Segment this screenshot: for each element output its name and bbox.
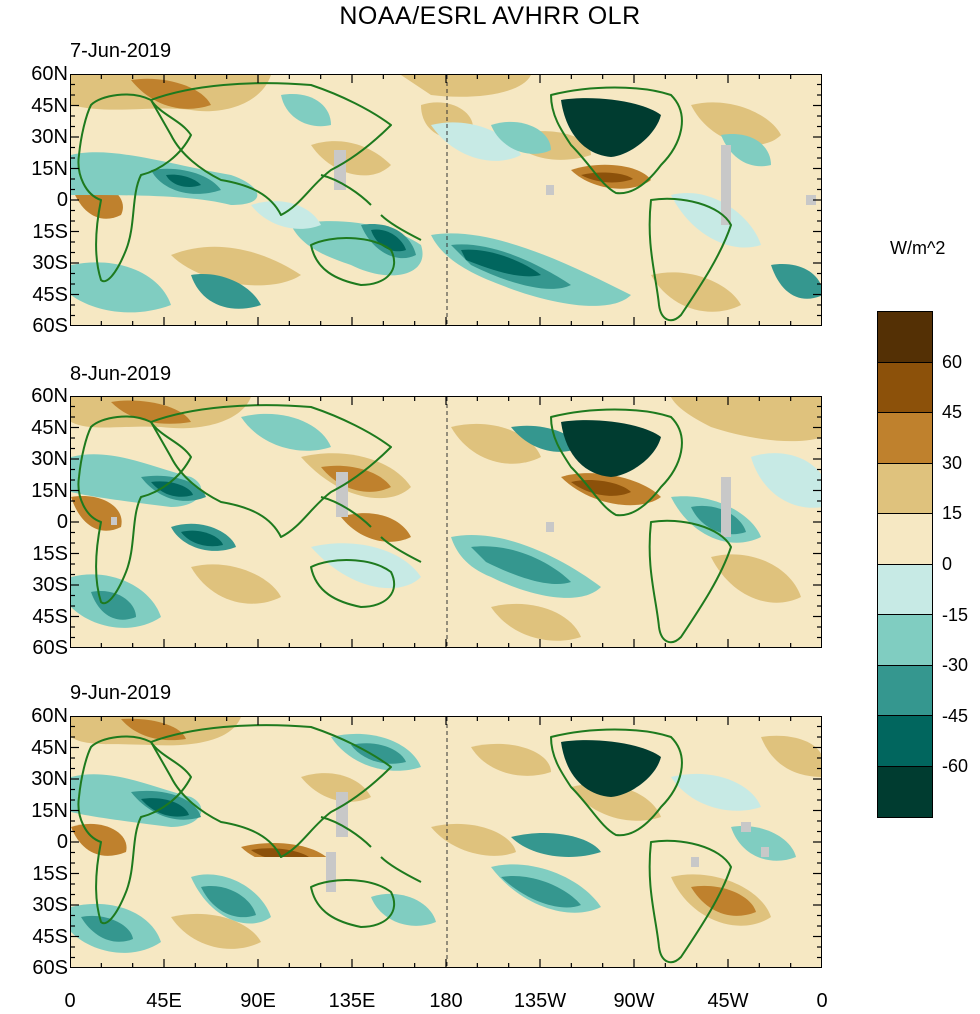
panel-date-1: 7-Jun-2019 xyxy=(70,40,172,62)
lon-label: 45E xyxy=(146,990,182,1012)
lon-axis: 0 45E 90E 135E 180 135W 90W 45W 0 xyxy=(64,990,827,1014)
colorbar-box xyxy=(878,312,932,363)
colorbar-units: W/m^2 xyxy=(890,238,946,258)
lon-label: 135E xyxy=(328,990,376,1012)
lon-label: 0 xyxy=(816,990,828,1012)
lat-label: 45S xyxy=(32,605,68,628)
lat-label: 0 xyxy=(56,831,68,853)
lat-label: 30S xyxy=(32,894,68,916)
lat-label: 45N xyxy=(31,94,68,117)
lat-label: 30N xyxy=(31,126,68,148)
lat-label: 30N xyxy=(31,448,68,470)
olr-anomaly-field-3 xyxy=(71,717,821,967)
colorbar-label: 60 xyxy=(942,351,963,372)
colorbar-label: 30 xyxy=(942,452,963,473)
lat-label: 15S xyxy=(32,220,68,243)
colorbar-label: -30 xyxy=(942,655,969,676)
colorbar-box xyxy=(878,514,932,565)
lat-label: 30N xyxy=(31,768,68,790)
lon-label: 90E xyxy=(240,990,276,1012)
lat-label: 15N xyxy=(31,799,68,822)
lat-label: 60S xyxy=(32,315,68,337)
lon-label: 90W xyxy=(613,990,655,1012)
lon-label: 45W xyxy=(707,990,749,1012)
lat-label: 0 xyxy=(56,189,68,211)
colorbar-box xyxy=(878,463,932,514)
olr-anomaly-field-1 xyxy=(71,75,821,325)
lat-label: 60N xyxy=(31,63,68,85)
olr-map-panel-1 xyxy=(70,74,822,326)
panel-date-3: 9-Jun-2019 xyxy=(70,682,172,704)
colorbar-box xyxy=(878,665,932,716)
lat-label: 15N xyxy=(31,157,68,180)
lon-label: 135W xyxy=(513,990,567,1012)
panel-date-2: 8-Jun-2019 xyxy=(70,363,172,385)
colorbar-label: -60 xyxy=(942,756,969,777)
colorbar-box xyxy=(878,766,932,817)
colorbar-box xyxy=(878,413,932,464)
lat-label: 30S xyxy=(32,252,68,274)
lat-label: 60S xyxy=(32,957,68,979)
lat-label: 30S xyxy=(32,574,68,596)
lat-label: 45N xyxy=(31,416,68,439)
colorbar-label: -45 xyxy=(942,705,969,726)
colorbar-label: 0 xyxy=(942,554,953,574)
lat-label: 15N xyxy=(31,479,68,502)
lat-label: 45N xyxy=(31,736,68,759)
colorbar xyxy=(877,311,933,818)
colorbar-box xyxy=(878,564,932,615)
colorbar-box xyxy=(878,716,932,767)
figure-title: NOAA/ESRL AVHRR OLR xyxy=(339,2,641,30)
lat-label: 60N xyxy=(31,385,68,407)
olr-map-panel-2 xyxy=(70,396,822,648)
colorbar-label: 15 xyxy=(942,503,963,524)
colorbar-box xyxy=(878,362,932,413)
olr-anomaly-field-2 xyxy=(71,397,821,647)
lat-label: 45S xyxy=(32,925,68,948)
colorbar-label: -15 xyxy=(942,604,969,625)
colorbar-label: 45 xyxy=(942,402,963,423)
lat-label: 0 xyxy=(56,511,68,533)
lat-label: 15S xyxy=(32,862,68,885)
lat-label: 60S xyxy=(32,637,68,659)
lon-label: 0 xyxy=(64,990,76,1012)
lat-label: 60N xyxy=(31,705,68,727)
olr-map-panel-3 xyxy=(70,716,822,968)
colorbar-box xyxy=(878,615,932,666)
lat-label: 45S xyxy=(32,283,68,306)
lat-label: 15S xyxy=(32,542,68,565)
lon-label: 180 xyxy=(429,990,463,1012)
